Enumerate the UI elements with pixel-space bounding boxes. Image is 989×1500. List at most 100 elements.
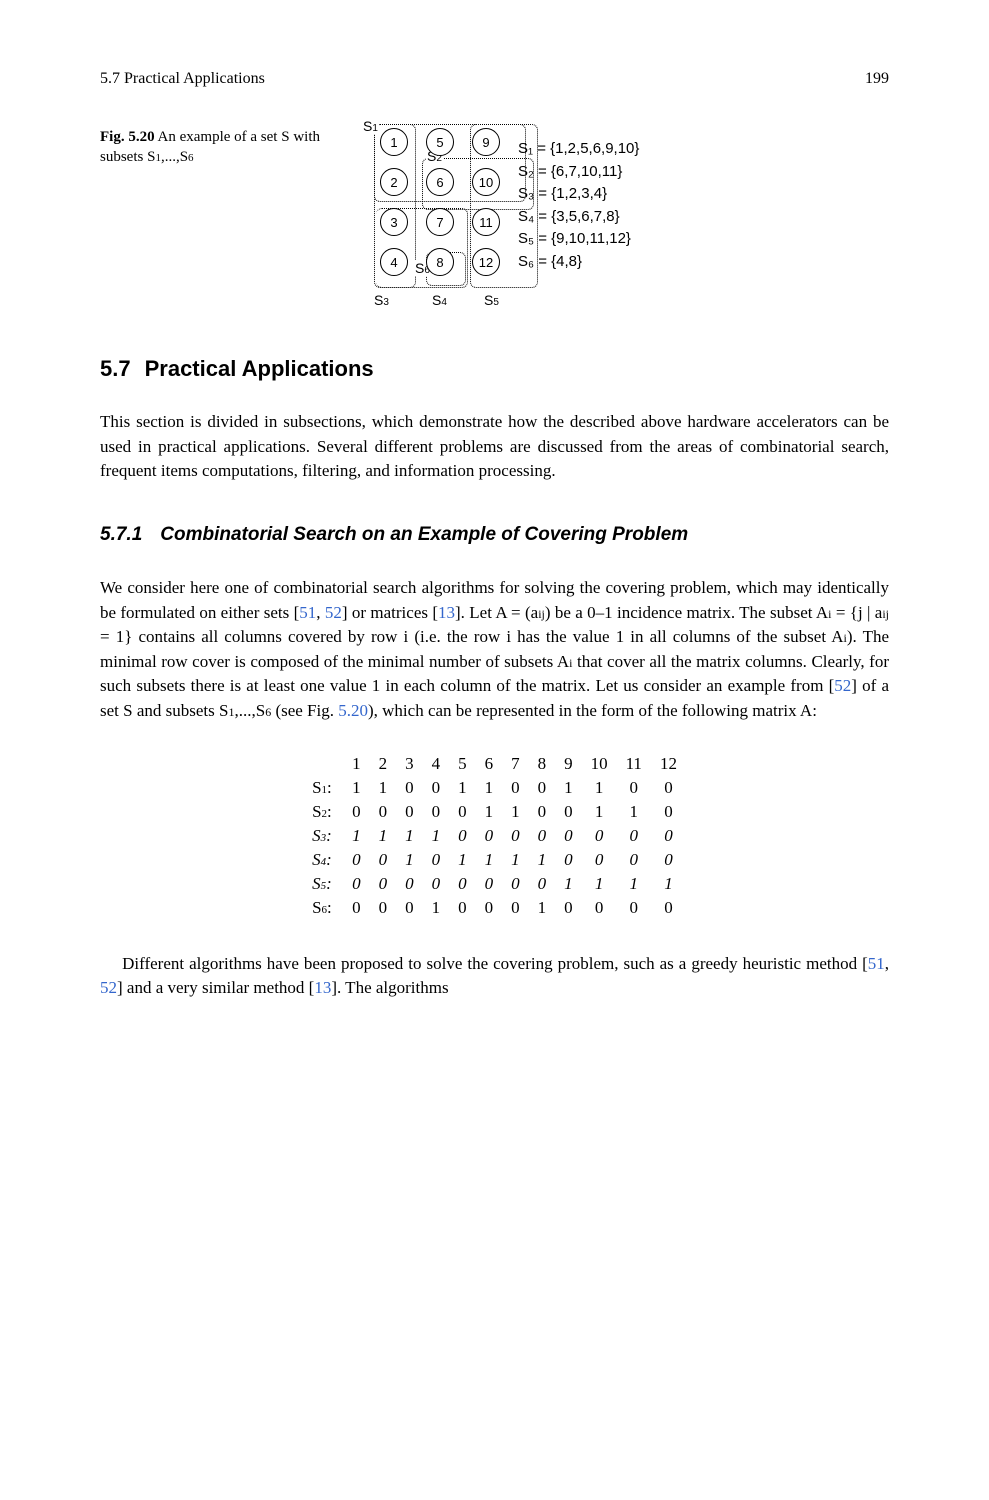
cite-51[interactable]: 51 [299,603,316,622]
matrix-cell: 1 [370,776,397,800]
label-s5: S5 [484,292,499,308]
cite-52[interactable]: 52 [325,603,342,622]
matrix-cell: 1 [476,776,503,800]
matrix-cell: 1 [617,872,651,896]
matrix-row: S6:000100010000 [303,896,686,920]
label-s4: S4 [432,292,447,308]
matrix-cell: 0 [555,848,582,872]
matrix-cell: 0 [502,896,529,920]
matrix-row-label: S3: [303,824,343,848]
matrix-cell: 0 [343,896,370,920]
matrix-cell: 0 [423,848,450,872]
cite-52-b[interactable]: 52 [834,676,851,695]
matrix-row: S1:110011001100 [303,776,686,800]
matrix-cell: 1 [617,800,651,824]
cite-13[interactable]: 13 [438,603,455,622]
page-number: 199 [865,70,889,88]
matrix-cell: 0 [423,872,450,896]
matrix-row: S3:111100000000 [303,824,686,848]
node-10: 10 [472,168,500,196]
matrix-cell: 0 [555,824,582,848]
matrix-cell: 1 [555,776,582,800]
matrix-cell: 0 [423,800,450,824]
subsection-title: Combinatorial Search on an Example of Co… [160,524,688,546]
matrix-header-row: 1 2 3 4 5 6 7 8 9 10 11 12 [303,752,686,776]
circle-grid: 1 5 9 2 6 10 3 7 11 4 8 12 [380,128,500,276]
matrix-cell: 0 [651,824,686,848]
section-heading: 5.7 Practical Applications [100,356,889,382]
matrix-cell: 0 [529,824,556,848]
grid-row-4: 4 8 12 [380,248,500,276]
matrix-cell: 0 [449,800,476,824]
node-9: 9 [472,128,500,156]
matrix-cell: 0 [502,824,529,848]
grid-row-2: 2 6 10 [380,168,500,196]
figure-caption: Fig. 5.20 An example of a set S with sub… [100,128,350,167]
node-2: 2 [380,168,408,196]
matrix-cell: 1 [396,824,423,848]
matrix-cell: 0 [617,896,651,920]
matrix-cell: 0 [423,776,450,800]
subsection-heading: 5.7.1 Combinatorial Search on an Example… [100,524,889,546]
matrix-cell: 1 [343,824,370,848]
matrix-cell: 1 [582,872,617,896]
matrix-row: S2:000001100110 [303,800,686,824]
matrix-cell: 0 [396,800,423,824]
matrix-row-label: S4: [303,848,343,872]
fig-ref-5-20[interactable]: 5.20 [338,701,368,720]
matrix-cell: 0 [449,824,476,848]
subsection-paragraph-1: We consider here one of combinatorial se… [100,576,889,724]
matrix-cell: 1 [529,848,556,872]
node-6: 6 [426,168,454,196]
matrix-row-label: S5: [303,872,343,896]
cite-52-c[interactable]: 52 [100,978,117,997]
section-running-head: 5.7 Practical Applications [100,70,265,88]
node-7: 7 [426,208,454,236]
grid-row-3: 3 7 11 [380,208,500,236]
matrix-cell: 0 [617,776,651,800]
figure-5-20: Fig. 5.20 An example of a set S with sub… [100,128,889,276]
incidence-matrix: 1 2 3 4 5 6 7 8 9 10 11 12 S1:1100110011… [303,752,686,920]
matrix-cell: 0 [529,800,556,824]
matrix-cell: 1 [396,848,423,872]
matrix-cell: 1 [449,776,476,800]
cite-51-b[interactable]: 51 [868,954,885,973]
subset-grid: S1 S2 S6 1 5 9 2 6 10 3 7 11 [380,128,500,276]
node-3: 3 [380,208,408,236]
matrix-cell: 1 [476,800,503,824]
node-5: 5 [426,128,454,156]
matrix-cell: 1 [449,848,476,872]
matrix-cell: 0 [582,848,617,872]
matrix-cell: 0 [582,824,617,848]
matrix-row-label: S2: [303,800,343,824]
section-title: Practical Applications [145,356,374,381]
matrix-cell: 1 [529,896,556,920]
matrix-cell: 0 [502,776,529,800]
matrix-cell: 0 [555,896,582,920]
matrix-cell: 0 [555,800,582,824]
matrix-cell: 0 [370,872,397,896]
matrix-a: 1 2 3 4 5 6 7 8 9 10 11 12 S1:1100110011… [100,752,889,920]
node-4: 4 [380,248,408,276]
node-11: 11 [472,208,500,236]
matrix-cell: 0 [449,896,476,920]
matrix-cell: 1 [370,824,397,848]
matrix-cell: 0 [651,896,686,920]
cite-13-b[interactable]: 13 [314,978,331,997]
section-number: 5.7 [100,356,131,381]
matrix-cell: 0 [396,896,423,920]
figure-diagram: S1 S2 S6 1 5 9 2 6 10 3 7 11 [380,128,889,276]
matrix-cell: 0 [617,824,651,848]
matrix-cell: 1 [502,848,529,872]
label-s3: S3 [374,292,389,308]
matrix-cell: 1 [555,872,582,896]
matrix-row-label: S1: [303,776,343,800]
matrix-cell: 0 [396,776,423,800]
node-1: 1 [380,128,408,156]
matrix-cell: 1 [343,776,370,800]
node-12: 12 [472,248,500,276]
matrix-cell: 0 [370,800,397,824]
matrix-row-label: S6: [303,896,343,920]
matrix-cell: 0 [529,776,556,800]
matrix-cell: 0 [476,896,503,920]
